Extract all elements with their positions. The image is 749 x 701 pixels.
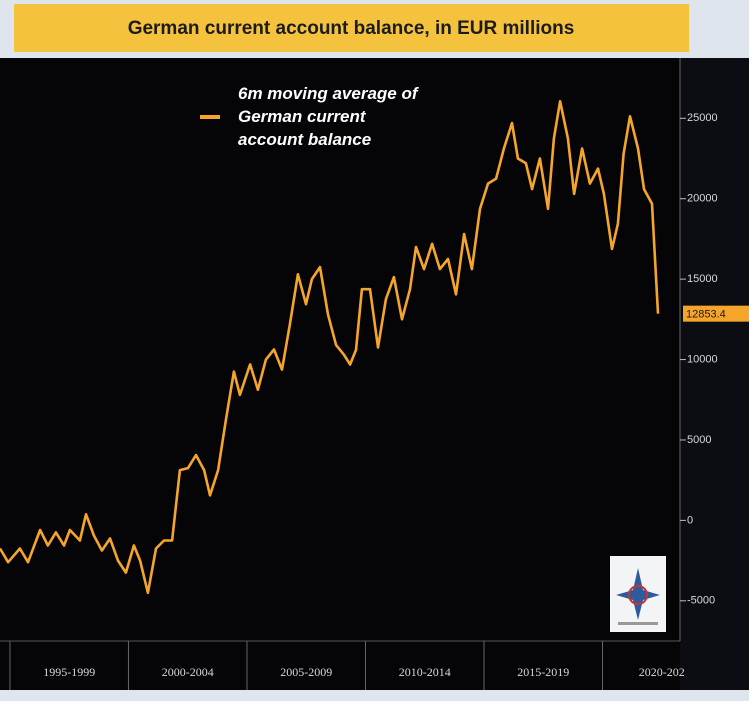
x-tick-label: 2010-2014 — [399, 665, 451, 679]
y-tick-label: 25000 — [687, 112, 718, 124]
data-line — [0, 100, 660, 595]
chart-title: German current account balance, in EUR m… — [128, 18, 575, 39]
y-tick-label: 0 — [687, 514, 693, 526]
y-tick-label: -5000 — [687, 595, 715, 607]
y-tick-label: 15000 — [687, 273, 718, 285]
x-tick-label: 2000-2004 — [162, 665, 214, 679]
legend-entry: 6m moving average of German current acco… — [200, 82, 440, 151]
x-tick-label: 2020-202 — [639, 665, 685, 679]
y-tick-label: 20000 — [687, 193, 718, 205]
axis-area — [680, 58, 749, 690]
x-tick-label: 1995-1999 — [43, 665, 95, 679]
last-value-label: 12853.4 — [686, 309, 726, 321]
legend-swatch — [200, 114, 220, 119]
y-tick-label: 5000 — [687, 434, 711, 446]
marks: -5000 0 5000 10000 15000 20000 25000 1995-1999 2… — [0, 100, 749, 690]
y-tick-label: 10000 — [687, 353, 718, 365]
logo — [610, 556, 666, 632]
x-tick-label: 2005-2009 — [280, 665, 332, 679]
x-tick-label: 2015-2019 — [517, 665, 569, 679]
legend-label: 6m moving average of German current acco… — [238, 84, 418, 149]
title-bar — [14, 4, 689, 52]
last-value-box — [683, 305, 749, 322]
plot-area — [0, 58, 680, 690]
legend: 6m moving average of German current acco… — [200, 82, 440, 151]
